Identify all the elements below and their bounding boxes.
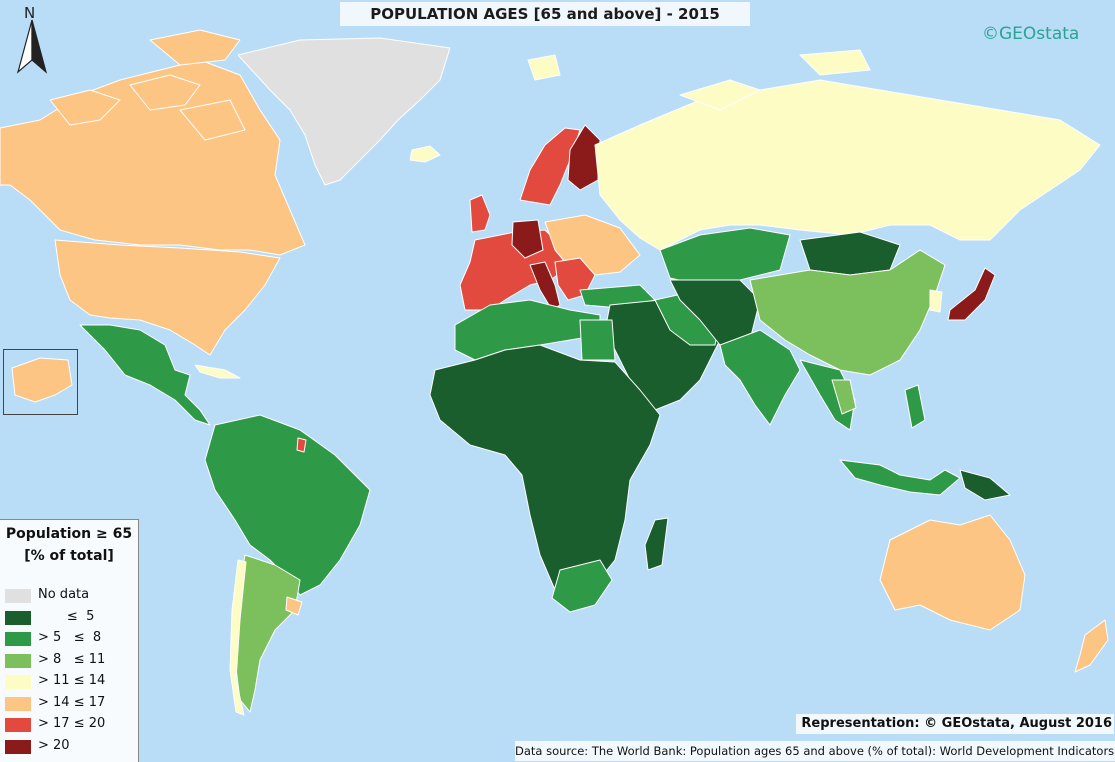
legend-label: > 11 ≤ 14: [38, 673, 106, 688]
region-chile: [229, 559, 247, 716]
legend-swatch: [5, 675, 31, 689]
region-cuba: [194, 364, 241, 379]
region-png: [959, 469, 1011, 501]
region-uruguay: [285, 596, 303, 616]
region-germany: [511, 219, 544, 259]
region-iceland: [409, 145, 441, 163]
north-label: N: [24, 4, 36, 22]
legend-item-le5: ≤ 5: [5, 608, 137, 628]
compass-icon: [16, 19, 48, 74]
region-philippines: [904, 384, 926, 429]
region-egypt: [579, 319, 616, 361]
alaska-inset-frame: [3, 349, 78, 415]
region-australia: [879, 514, 1026, 631]
north-arrow: N: [8, 4, 56, 76]
map-title: POPULATION AGES [65 and above] - 2015: [340, 2, 750, 26]
region-korea: [929, 289, 943, 313]
region-sub-saharan-africa: [429, 344, 661, 601]
legend-label: > 14 ≤ 17: [38, 695, 106, 710]
region-thailand: [831, 379, 857, 415]
legend-swatch: [5, 718, 31, 732]
legend-item-le8: > 5 ≤ 8: [5, 629, 137, 649]
legend-item-le20: > 17 ≤ 20: [5, 715, 137, 735]
region-scandinavia: [519, 127, 581, 206]
region-canada-islands: [49, 29, 246, 141]
region-russia: [594, 79, 1101, 251]
region-madagascar: [644, 517, 669, 571]
legend-item-gt20: > 20: [5, 737, 137, 757]
brand-logo: ©GEOstata: [982, 24, 1080, 44]
legend-label: > 20: [38, 738, 70, 753]
region-italy: [529, 261, 561, 311]
legend-swatch: [5, 589, 31, 603]
legend-label: > 5 ≤ 8: [38, 630, 102, 645]
legend-item-le14: > 11 ≤ 14: [5, 672, 137, 692]
legend-swatch: [5, 611, 31, 625]
region-japan: [947, 267, 996, 321]
region-new-zealand: [1074, 619, 1109, 673]
region-china: [749, 249, 946, 376]
region-mexico: [79, 324, 211, 426]
legend-title-line1: Population ≥ 65: [5, 526, 133, 542]
legend-label: > 8 ≤ 11: [38, 652, 106, 667]
region-usa: [54, 239, 281, 356]
region-brazil-north: [204, 414, 371, 596]
legend-swatch: [5, 654, 31, 668]
legend-label: > 17 ≤ 20: [38, 716, 106, 731]
data-source: Data source: The World Bank: Population …: [515, 741, 1115, 761]
legend-item-le11: > 8 ≤ 11: [5, 651, 137, 671]
legend: Population ≥ 65 [% of total] No data ≤ 5…: [0, 519, 139, 762]
legend-swatch: [5, 632, 31, 646]
region-south-africa: [551, 559, 613, 613]
legend-label: No data: [38, 587, 90, 602]
region-greenland: [237, 37, 451, 186]
region-russia-islands: [679, 49, 871, 111]
legend-label: ≤ 5: [38, 609, 95, 624]
representation-credit: Representation: © GEOstata, August 2016: [796, 714, 1114, 734]
region-alaska: [11, 357, 73, 403]
legend-swatch: [5, 697, 31, 711]
legend-item-no-data: No data: [5, 586, 137, 606]
region-indonesia: [839, 459, 961, 496]
region-svalbard: [527, 54, 561, 81]
legend-item-le17: > 14 ≤ 17: [5, 694, 137, 714]
region-uk: [469, 194, 491, 233]
legend-swatch: [5, 740, 31, 754]
region-india: [719, 329, 801, 426]
region-guiana: [296, 437, 307, 453]
legend-title-line2: [% of total]: [24, 548, 114, 564]
